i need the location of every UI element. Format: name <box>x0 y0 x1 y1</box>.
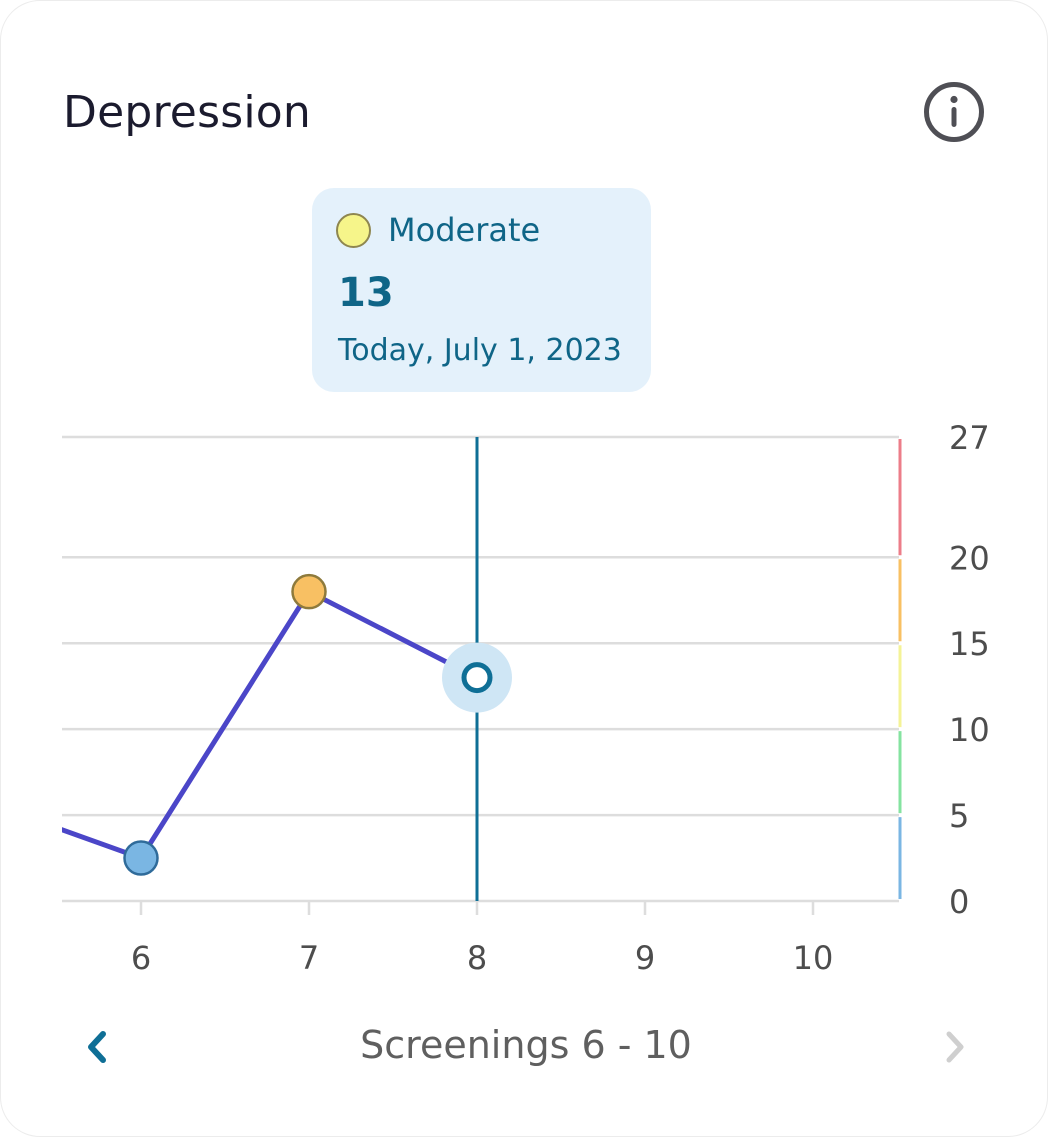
severity-label: Moderate <box>388 211 541 249</box>
y-tick-label: 20 <box>949 539 990 577</box>
score-value: 13 <box>338 270 394 316</box>
severity-dot <box>336 213 371 248</box>
previous-page-button[interactable] <box>73 1019 123 1075</box>
chevron-left-icon <box>88 1031 106 1063</box>
y-tick-label: 27 <box>949 419 990 457</box>
screenings-range-label: Screenings 6 - 10 <box>360 1023 692 1067</box>
info-icon <box>924 82 984 142</box>
score-line-chart[interactable]: 0 5 10 15 20 27 6 7 8 9 10 <box>1 401 1050 1001</box>
data-point <box>291 573 327 610</box>
score-date: Today, July 1, 2023 <box>338 333 622 368</box>
data-point <box>123 840 159 876</box>
y-tick-label: 0 <box>949 883 969 921</box>
selected-score-tooltip: Moderate 13 Today, July 1, 2023 <box>312 188 651 392</box>
info-button[interactable] <box>923 81 985 143</box>
x-tick-label: 9 <box>635 939 655 977</box>
y-tick-label: 15 <box>949 625 990 663</box>
series-line <box>62 589 479 861</box>
chevron-right-icon <box>946 1031 964 1063</box>
card-title: Depression <box>63 87 311 138</box>
x-tick-label: 7 <box>299 939 319 977</box>
selected-data-point <box>461 662 493 694</box>
x-tick-label: 6 <box>131 939 151 977</box>
next-page-button[interactable] <box>931 1019 981 1075</box>
y-tick-label: 10 <box>949 711 990 749</box>
x-tick-label: 10 <box>793 939 834 977</box>
x-tick-label: 8 <box>467 939 487 977</box>
y-tick-label: 5 <box>949 797 969 835</box>
